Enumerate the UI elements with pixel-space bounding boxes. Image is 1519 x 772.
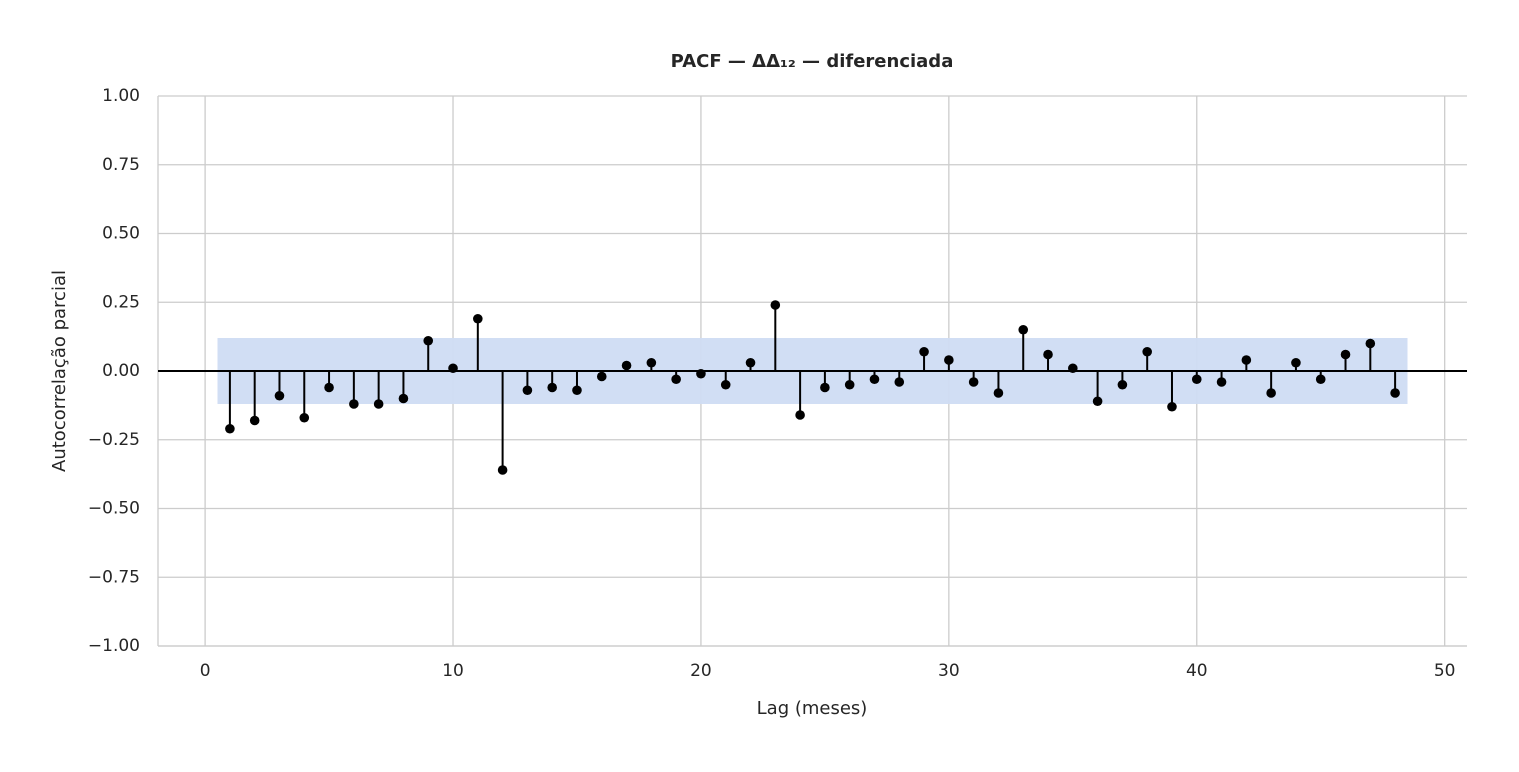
marker xyxy=(894,377,905,387)
marker xyxy=(919,346,929,357)
marker xyxy=(944,355,954,365)
marker xyxy=(1191,374,1202,385)
marker xyxy=(1092,396,1103,407)
marker xyxy=(572,385,582,396)
marker xyxy=(1117,379,1128,390)
marker xyxy=(795,410,805,420)
y-tick-label: 0.75 xyxy=(102,155,140,175)
y-tick-label: 0.50 xyxy=(102,224,140,244)
marker xyxy=(745,357,756,368)
marker xyxy=(869,374,880,385)
marker xyxy=(1390,388,1400,398)
marker xyxy=(249,415,260,426)
marker xyxy=(1043,349,1053,360)
marker xyxy=(621,360,632,371)
marker xyxy=(820,382,830,393)
marker xyxy=(398,393,409,404)
x-tick-label: 50 xyxy=(1434,661,1456,681)
marker xyxy=(1315,374,1326,385)
y-tick-label: −0.50 xyxy=(88,499,140,519)
marker xyxy=(1167,401,1177,412)
marker xyxy=(373,399,384,409)
marker xyxy=(324,382,334,393)
marker xyxy=(1365,338,1376,349)
marker xyxy=(349,399,359,409)
y-tick-label: −1.00 xyxy=(88,636,140,656)
marker xyxy=(696,368,706,379)
marker xyxy=(1291,357,1301,368)
marker xyxy=(993,388,1004,398)
marker xyxy=(423,335,434,346)
marker xyxy=(1068,363,1078,374)
marker xyxy=(1142,346,1152,357)
marker xyxy=(547,382,557,393)
marker xyxy=(299,412,310,423)
y-tick-label: 1.00 xyxy=(102,86,140,106)
marker xyxy=(473,313,483,324)
marker xyxy=(968,377,979,387)
x-tick-label: 30 xyxy=(938,661,960,681)
marker xyxy=(770,300,781,310)
marker xyxy=(1266,388,1276,398)
marker xyxy=(671,374,681,385)
marker xyxy=(646,357,657,368)
marker xyxy=(1340,349,1351,360)
marker xyxy=(1216,377,1227,387)
marker xyxy=(448,363,458,374)
y-tick-label: 0.00 xyxy=(102,361,140,381)
y-tick-label: −0.75 xyxy=(88,567,140,587)
x-tick-label: 40 xyxy=(1186,661,1208,681)
marker xyxy=(596,371,607,382)
marker xyxy=(1018,324,1029,335)
x-tick-label: 10 xyxy=(442,661,464,681)
marker xyxy=(497,465,508,475)
x-tick-label: 0 xyxy=(200,661,211,681)
x-axis-label: Lag (meses) xyxy=(757,698,868,719)
marker xyxy=(274,390,285,401)
marker xyxy=(1241,355,1252,365)
marker xyxy=(225,423,235,434)
x-tick-label: 20 xyxy=(690,661,712,681)
y-tick-label: 0.25 xyxy=(102,292,140,312)
y-axis-label: Autocorrelação parcial xyxy=(49,270,70,472)
y-tick-label: −0.25 xyxy=(88,430,140,450)
marker xyxy=(522,385,533,396)
marker xyxy=(844,379,855,390)
chart-title: PACF — ΔΔ₁₂ — diferenciada xyxy=(671,51,954,72)
marker xyxy=(720,379,731,390)
